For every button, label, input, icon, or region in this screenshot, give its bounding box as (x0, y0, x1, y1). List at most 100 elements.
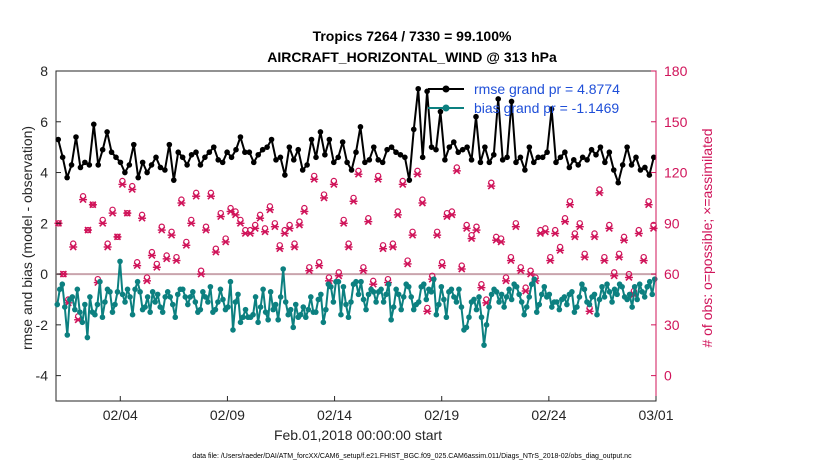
obs-assimilated-marker (590, 233, 599, 241)
rmse-point (197, 162, 204, 168)
rmse-point (633, 154, 639, 161)
obs-assimilated-marker (349, 197, 358, 205)
rmse-point (517, 154, 524, 161)
rmse-point (362, 159, 368, 166)
bias-point (277, 294, 284, 300)
rmse-point (184, 162, 190, 168)
obs-assimilated-marker (369, 280, 378, 288)
rmse-point (548, 106, 555, 112)
obs-assimilated-marker (142, 277, 151, 285)
observation-count-series (54, 164, 658, 324)
obs-assimilated-marker (118, 180, 127, 188)
bias-point (300, 304, 307, 310)
bias-point (476, 294, 482, 300)
bias-point (393, 286, 399, 293)
bias-point (549, 304, 555, 310)
rmse-point (339, 139, 346, 145)
obs-assimilated-marker (79, 196, 88, 204)
bias-point (340, 283, 347, 290)
obs-assimilated-marker (447, 211, 456, 219)
rmse-point (299, 167, 306, 173)
rmse-point (95, 162, 102, 168)
obs-assimilated-marker (634, 229, 643, 238)
rmse-point (290, 157, 297, 163)
legend-bias-marker (442, 104, 450, 112)
bias-point (64, 332, 71, 338)
rmse-point (468, 157, 475, 163)
x-tick-label: 02/19 (424, 407, 459, 423)
rmse-point (99, 146, 106, 153)
rmse-point (650, 154, 657, 161)
rmse-point (433, 146, 439, 153)
bias-point (556, 306, 563, 313)
bias-point (410, 306, 417, 313)
bias-point (561, 294, 568, 300)
bias-point (328, 283, 334, 290)
rmse-point (459, 146, 466, 153)
rmse-point (55, 136, 62, 143)
obs-assimilated-marker (221, 238, 230, 246)
obs-assimilated-marker (403, 260, 412, 268)
obs-assimilated-marker (157, 226, 166, 234)
obs-assimilated-marker (334, 272, 343, 280)
bias-point (287, 306, 294, 313)
rmse-point (406, 177, 413, 183)
bias-point (308, 294, 314, 300)
bias-point (227, 278, 234, 285)
bias-point (265, 316, 271, 323)
bias-point (516, 291, 522, 298)
bias-point (456, 286, 462, 293)
rmse-point (122, 169, 128, 176)
rmse-point (144, 169, 150, 176)
obs-assimilated-marker (128, 185, 137, 194)
bias-point (380, 299, 387, 305)
rmse-point (317, 129, 324, 135)
bias-point (169, 301, 176, 308)
rmse-point (148, 162, 155, 168)
bias-point (576, 294, 583, 300)
bias-point (137, 289, 143, 295)
bias-point (184, 301, 191, 308)
rmse-point (490, 151, 497, 158)
rmse-point (246, 149, 253, 156)
bias-point (433, 311, 440, 318)
bias-point (275, 316, 281, 323)
legend-rmse-marker (442, 85, 450, 93)
rmse-point (273, 157, 279, 163)
y-axis-right-label: # of obs: o=possible; ×=assimilated (699, 128, 715, 347)
rmse-point (113, 154, 119, 161)
bias-point (162, 294, 169, 300)
bias-point (335, 278, 342, 285)
bias-point (395, 291, 402, 298)
obs-assimilated-marker (138, 214, 147, 222)
obs-assimilated-marker (388, 243, 397, 251)
bias-point (466, 314, 472, 321)
bias-point (503, 294, 510, 300)
bias-point (250, 311, 256, 318)
bias-point (343, 301, 349, 308)
obs-assimilated-marker (359, 267, 368, 275)
obs-assimilated-marker (113, 233, 122, 241)
bias-point (61, 304, 68, 310)
bias-point (212, 306, 219, 313)
rmse-point (606, 149, 613, 156)
obs-assimilated-marker (187, 219, 196, 227)
bias-point (305, 306, 312, 313)
chart-subtitle: AIRCRAFT_HORIZONTAL_WIND @ 313 hPa (267, 49, 557, 65)
bias-point (443, 314, 450, 321)
rmse-point (402, 154, 408, 161)
bias-point (167, 294, 174, 300)
obs-assimilated-marker (265, 206, 274, 214)
rmse-point (486, 159, 493, 166)
rmse-point (393, 149, 399, 156)
bias-point (109, 309, 116, 315)
bias-point (114, 289, 121, 295)
rmse-point (77, 164, 84, 171)
rmse-point (304, 162, 310, 168)
bias-point (230, 327, 236, 333)
bias-point (134, 278, 141, 285)
bias-point (363, 306, 369, 313)
rmse-point (322, 151, 328, 158)
bias-point (182, 294, 189, 300)
rmse-point (286, 144, 293, 150)
